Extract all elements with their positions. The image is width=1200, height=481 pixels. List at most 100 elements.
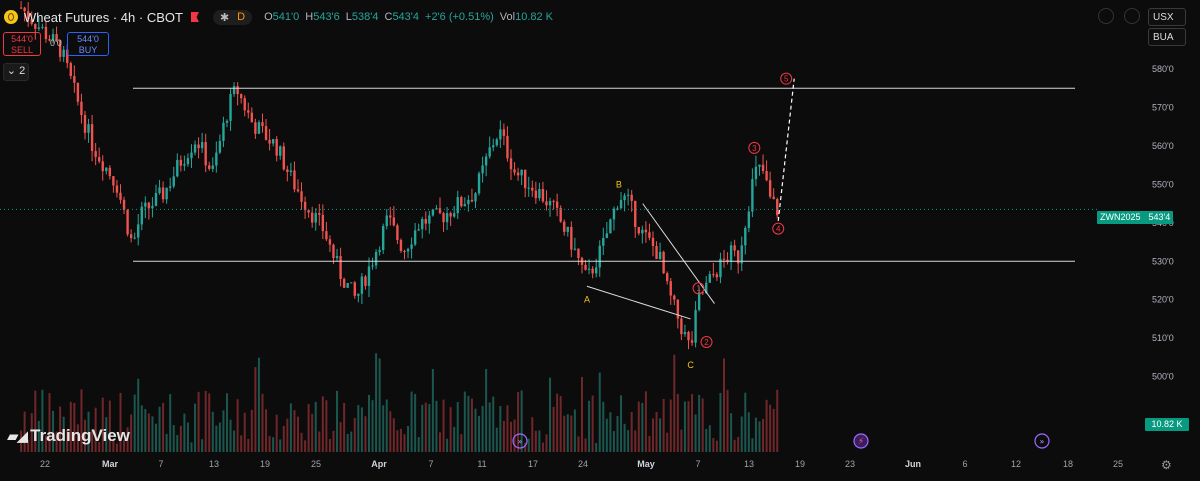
- volume-bar: [37, 420, 40, 452]
- volume-bar: [673, 354, 676, 452]
- candle-body: [442, 213, 445, 223]
- candle-body: [66, 49, 69, 64]
- volume-bar: [275, 414, 278, 452]
- candle-body: [364, 276, 367, 286]
- candle-body: [616, 208, 619, 210]
- candle-body: [768, 180, 772, 197]
- volume-bar: [765, 399, 768, 452]
- candle-body: [694, 309, 697, 343]
- flag-icon[interactable]: [190, 12, 199, 22]
- candle-body: [712, 274, 715, 276]
- volume-bar: [83, 419, 86, 452]
- volume-bar: [115, 443, 118, 452]
- candle-body: [328, 239, 332, 245]
- x-tick-label: 18: [1063, 459, 1073, 469]
- snowflake-icon: ✱: [219, 11, 230, 24]
- volume-bar: [407, 425, 410, 452]
- candle-body: [399, 240, 403, 251]
- low-label: L: [345, 11, 352, 23]
- candle-body: [303, 201, 307, 211]
- account-select[interactable]: BUA: [1148, 28, 1186, 46]
- volume-bar: [627, 430, 630, 452]
- candle-body: [566, 226, 569, 232]
- wave-number: 4: [776, 225, 781, 234]
- volume-bar: [279, 439, 282, 452]
- volume-bar: [378, 358, 381, 452]
- candle-body: [30, 19, 33, 24]
- volume-bar: [467, 395, 470, 452]
- volume-bar: [172, 425, 175, 452]
- candle-body: [477, 173, 481, 194]
- candle-body: [112, 176, 115, 186]
- volume-bar: [722, 358, 725, 452]
- currency-select[interactable]: USX: [1148, 8, 1186, 26]
- candle-body: [339, 256, 342, 280]
- gear-icon[interactable]: ⚙: [1161, 458, 1172, 472]
- candle-body: [307, 210, 310, 213]
- x-tick-label: 12: [1011, 459, 1021, 469]
- candle-body: [97, 157, 101, 162]
- candle-body: [105, 167, 108, 172]
- candle-body: [225, 120, 229, 123]
- volume-bar: [414, 393, 417, 452]
- candle-body: [179, 159, 183, 166]
- candle-body: [460, 197, 463, 207]
- globe-icon[interactable]: [1124, 8, 1140, 24]
- candle-body: [719, 258, 722, 278]
- candle-body: [499, 129, 502, 140]
- candle-body: [282, 146, 285, 170]
- axes: 500'0510'0520'0530'0540'0550'0560'0570'0…: [40, 64, 1174, 469]
- volume-bar: [719, 392, 722, 452]
- candle-body: [58, 40, 62, 57]
- volume-bar: [307, 404, 310, 452]
- volume-bar: [595, 442, 598, 452]
- volume-bar: [296, 416, 299, 452]
- indicator-pill[interactable]: ✱ D: [212, 9, 253, 25]
- candle-body: [634, 200, 637, 228]
- volume-bar: [417, 437, 420, 452]
- sell-button[interactable]: 544'0 SELL: [3, 32, 41, 56]
- candle-body: [594, 267, 598, 274]
- volume-bar: [655, 411, 658, 452]
- volume-bar: [456, 402, 459, 452]
- candle-body: [332, 244, 335, 259]
- volume-bar: [470, 398, 473, 452]
- volume-bar: [215, 425, 218, 452]
- alert-icon[interactable]: [1098, 8, 1114, 24]
- volume-bar: [272, 437, 275, 452]
- volume-bar: [197, 391, 200, 452]
- volume-bar: [282, 425, 285, 452]
- close-label: C: [384, 11, 393, 23]
- volume-bar: [286, 418, 289, 452]
- candle-body: [570, 226, 573, 250]
- volume-bar: [293, 410, 296, 452]
- volume-bar: [659, 418, 662, 452]
- candle-body: [168, 186, 172, 188]
- symbol-title[interactable]: Wheat Futures · 4h · CBOT: [24, 9, 183, 25]
- candle-body: [435, 208, 438, 210]
- candle-body: [396, 225, 399, 241]
- candle-body: [648, 232, 651, 238]
- candle-body: [424, 219, 427, 224]
- x-tick-label: 7: [695, 459, 700, 469]
- volume-bar: [154, 423, 157, 452]
- x-tick-label: 13: [209, 459, 219, 469]
- candle-body: [676, 299, 680, 319]
- volume-bar: [48, 393, 51, 452]
- volume-bar: [424, 402, 427, 452]
- y-tick-label: 500'0: [1152, 372, 1174, 382]
- wave-circle: [772, 222, 785, 235]
- buy-button[interactable]: 544'0 BUY: [67, 32, 109, 56]
- volume-bar: [545, 434, 548, 452]
- candle-body: [389, 215, 392, 218]
- candle-body: [722, 258, 726, 260]
- volume-bar: [676, 393, 679, 452]
- collapse-indicators-button[interactable]: ⌄ 2: [3, 63, 29, 81]
- volume-bar: [311, 413, 314, 452]
- volume-bar: [52, 410, 55, 452]
- open-label: O: [264, 11, 273, 23]
- candle-body: [204, 142, 207, 166]
- candle-body: [392, 217, 396, 226]
- volume-bar: [332, 430, 335, 452]
